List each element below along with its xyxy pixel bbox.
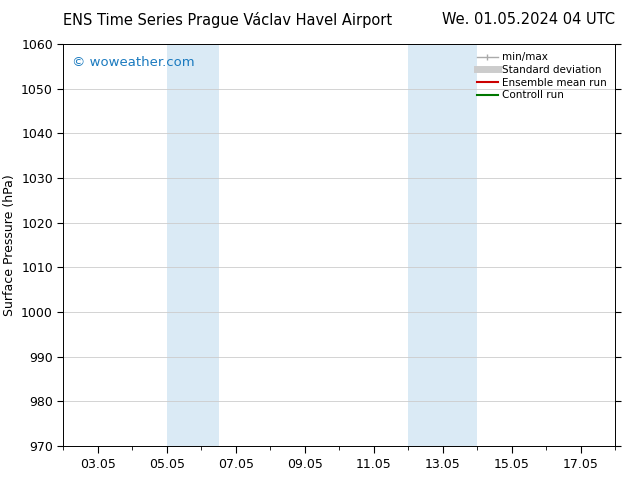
Text: © woweather.com: © woweather.com — [72, 56, 194, 69]
Bar — [408, 44, 477, 446]
Bar — [167, 44, 219, 446]
Y-axis label: Surface Pressure (hPa): Surface Pressure (hPa) — [3, 174, 16, 316]
Text: ENS Time Series Prague Václav Havel Airport: ENS Time Series Prague Václav Havel Airp… — [63, 12, 392, 27]
Legend: min/max, Standard deviation, Ensemble mean run, Controll run: min/max, Standard deviation, Ensemble me… — [474, 49, 610, 103]
Text: We. 01.05.2024 04 UTC: We. 01.05.2024 04 UTC — [442, 12, 615, 27]
